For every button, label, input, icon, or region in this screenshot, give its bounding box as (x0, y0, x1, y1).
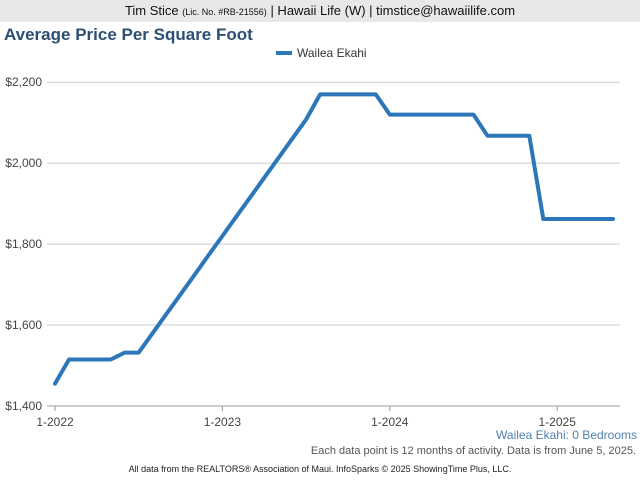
y-tick-label: $1,400 (5, 399, 42, 413)
series-line (53, 92, 615, 386)
x-tick-label: 1-2022 (36, 415, 74, 429)
x-tick-label: 1-2023 (204, 415, 242, 429)
y-tick-label: $2,000 (5, 156, 42, 170)
data-source: All data from the REALTORS® Association … (128, 464, 512, 474)
x-tick-label: 1-2024 (371, 415, 409, 429)
y-tick-label: $1,600 (5, 318, 42, 332)
chart-title: Average Price Per Square Foot (4, 25, 253, 44)
legend-label: Wailea Ekahi (297, 46, 367, 60)
data-note: Each data point is 12 months of activity… (310, 445, 636, 457)
legend-swatch (276, 51, 292, 55)
y-tick-label: $2,200 (5, 75, 42, 89)
y-tick-label: $1,800 (5, 237, 42, 251)
agent-contact: | Hawaii Life (W) | timstice@hawaiilife.… (270, 3, 516, 18)
x-tick-label: 1-2025 (539, 415, 577, 429)
agent-license: (Lic. No. #RB-21556) (182, 7, 267, 17)
chart-legend: Wailea Ekahi (276, 46, 367, 60)
agent-header: Tim Stice (Lic. No. #RB-21556) | Hawaii … (0, 0, 640, 22)
agent-name: Tim Stice (124, 3, 179, 18)
chart-subtitle: Wailea Ekahi: 0 Bedrooms (496, 428, 637, 442)
